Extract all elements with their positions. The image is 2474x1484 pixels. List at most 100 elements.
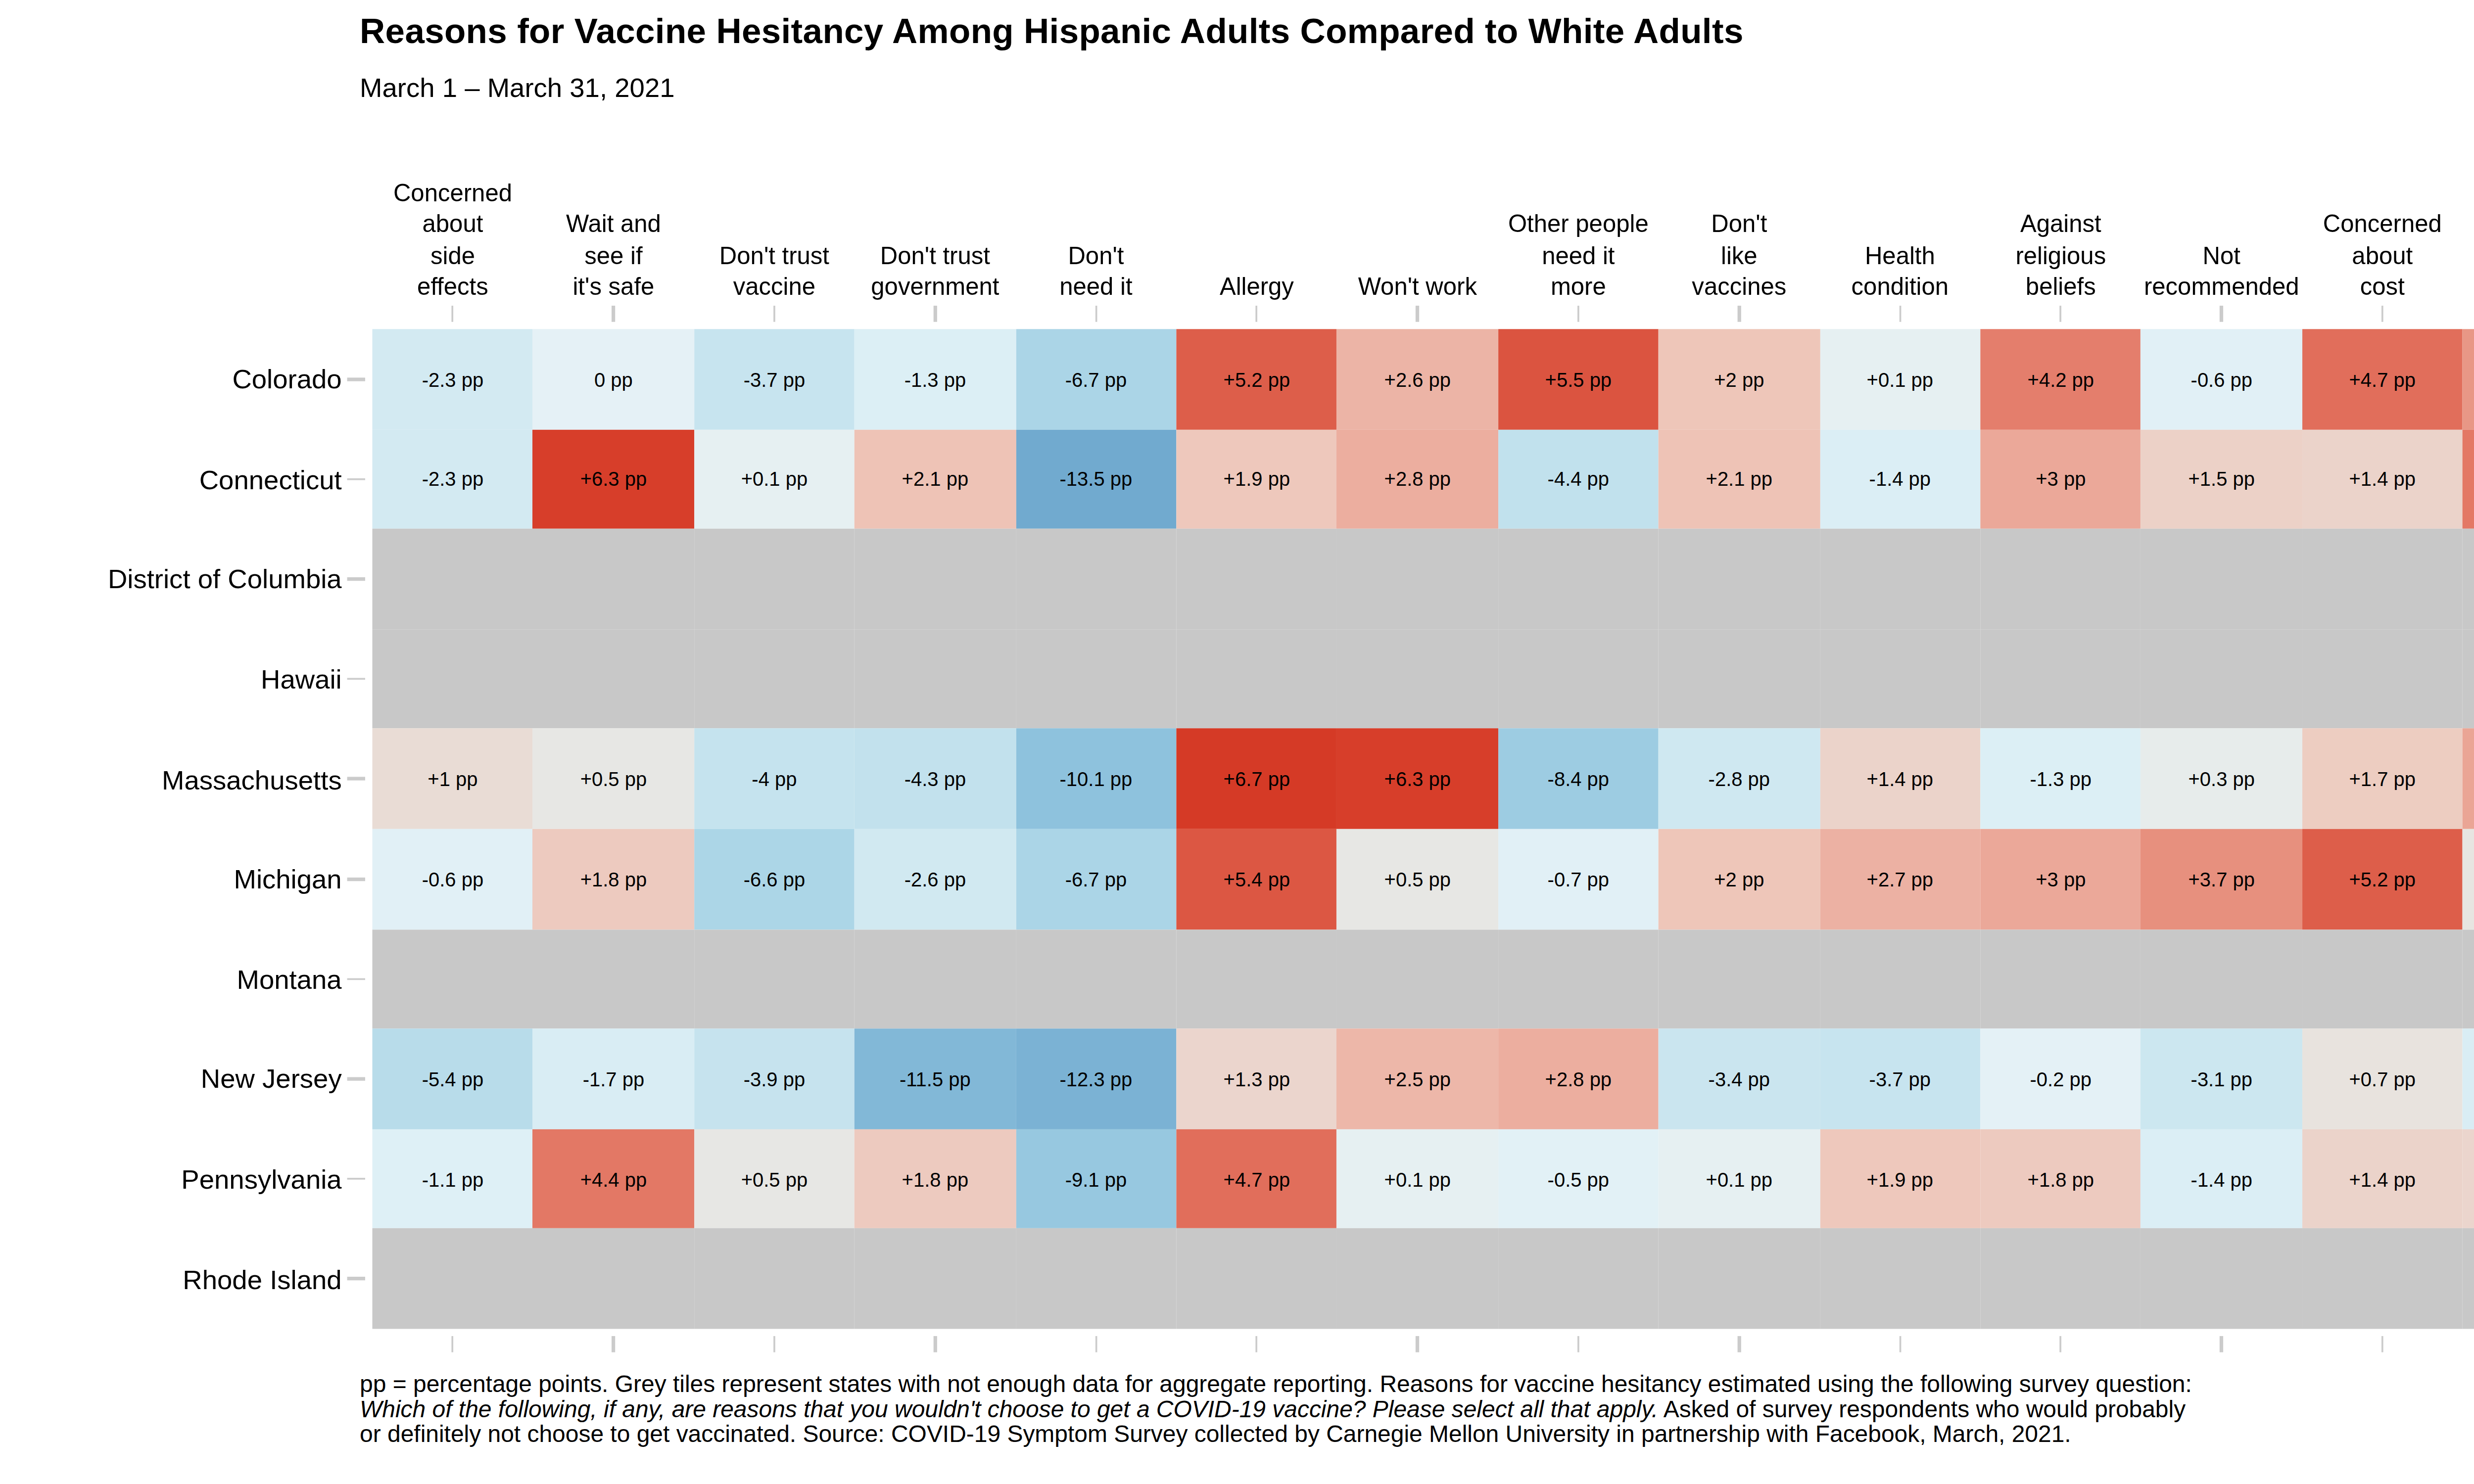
heatmap-cell-no-data: [855, 529, 1015, 629]
heatmap-cell: -3.1 pp: [2141, 1029, 2302, 1129]
axis-tick: [1577, 306, 1580, 322]
heatmap-cell-no-data: [855, 929, 1015, 1029]
axis-tick: [347, 377, 365, 380]
axis-tick: [773, 306, 776, 322]
heatmap-cell-no-data: [2302, 529, 2463, 629]
heatmap-cell: -3.4 pp: [1659, 1029, 1819, 1129]
heatmap-cell-no-data: [1980, 629, 2141, 729]
footnote-survey-question: Which of the following, if any, are reas…: [360, 1395, 1658, 1422]
heatmap-cell-no-data: [533, 529, 694, 629]
axis-tick: [451, 306, 454, 322]
heatmap-chart: Reasons for Vaccine Hesitancy Among Hisp…: [0, 0, 2474, 1484]
heatmap-cell-no-data: [1980, 529, 2141, 629]
heatmap-cell: +1.5 pp: [2141, 429, 2302, 529]
heatmap-cell-no-data: [2463, 629, 2474, 729]
heatmap-cell-no-data: [1659, 929, 1819, 1029]
heatmap-cell: +0.1 pp: [1337, 1129, 1498, 1229]
heatmap-cell-no-data: [533, 629, 694, 729]
heatmap-grid: -2.3 pp0 pp-3.7 pp-1.3 pp-6.7 pp+5.2 pp+…: [372, 329, 2474, 1329]
heatmap-cell: -6.6 pp: [694, 829, 855, 929]
row-label: District of Columbia: [0, 529, 342, 629]
heatmap-cell-no-data: [1498, 529, 1659, 629]
heatmap-cell: +6.3 pp: [533, 429, 694, 529]
heatmap-cell: +0.5 pp: [694, 1129, 855, 1229]
heatmap-cell: -2.6 pp: [855, 829, 1015, 929]
heatmap-cell-no-data: [1337, 529, 1498, 629]
axis-tick: [2059, 306, 2062, 322]
axis-tick: [347, 778, 365, 781]
footnote-line: pp = percentage points. Grey tiles repre…: [360, 1372, 2474, 1397]
heatmap-cell-no-data: [1819, 929, 1980, 1029]
heatmap-cell-no-data: [372, 629, 533, 729]
axis-tick: [1899, 1336, 1902, 1352]
heatmap-cell: -6.7 pp: [1015, 829, 1176, 929]
heatmap-cell: +1.4 pp: [2302, 1129, 2463, 1229]
heatmap-cell: +1.3 pp: [2463, 1129, 2474, 1229]
heatmap-cell: +6.3 pp: [1337, 729, 1498, 829]
axis-tick: [451, 1336, 454, 1352]
column-header: Against religious beliefs: [1980, 209, 2141, 308]
column-header: Wait and see if it's safe: [533, 209, 694, 308]
heatmap-cell: +1.8 pp: [855, 1129, 1015, 1229]
axis-tick: [1738, 306, 1741, 322]
heatmap-cell-no-data: [1498, 629, 1659, 729]
heatmap-cell-no-data: [1980, 1229, 2141, 1329]
heatmap-cell-no-data: [1659, 1229, 1819, 1329]
heatmap-cell-no-data: [1015, 1229, 1176, 1329]
chart-subtitle: March 1 – March 31, 2021: [360, 72, 675, 102]
heatmap-cell: -0.2 pp: [1980, 1029, 2141, 1129]
heatmap-cell-no-data: [372, 529, 533, 629]
heatmap-cell-no-data: [533, 929, 694, 1029]
column-header: Not recommended: [2141, 241, 2302, 308]
axis-tick: [347, 878, 365, 881]
heatmap-cell: -3.9 pp: [694, 1029, 855, 1129]
column-header: Pregnancy: [2463, 273, 2474, 308]
row-label: Montana: [0, 929, 342, 1029]
axis-tick: [347, 678, 365, 681]
heatmap-cell: +3 pp: [1980, 829, 2141, 929]
heatmap-cell-no-data: [1176, 629, 1337, 729]
heatmap-cell: -0.6 pp: [372, 829, 533, 929]
column-header: Concerned about side effects: [372, 178, 533, 307]
column-header: Don't trust vaccine: [694, 241, 855, 308]
heatmap-cell: -4.4 pp: [1498, 429, 1659, 529]
heatmap-cell-no-data: [694, 629, 855, 729]
heatmap-cell: -2.3 pp: [372, 429, 533, 529]
heatmap-cell-no-data: [1498, 1229, 1659, 1329]
axis-tick: [2059, 1336, 2062, 1352]
heatmap-cell-no-data: [1015, 929, 1176, 1029]
heatmap-cell-no-data: [1498, 929, 1659, 1029]
heatmap-cell: +0.1 pp: [1659, 1129, 1819, 1229]
heatmap-cell: -9.1 pp: [1015, 1129, 1176, 1229]
heatmap-cell: +2 pp: [1659, 829, 1819, 929]
heatmap-cell: +4.4 pp: [533, 1129, 694, 1229]
axis-tick: [934, 306, 937, 322]
axis-tick: [1738, 1336, 1741, 1352]
heatmap-cell-no-data: [2463, 529, 2474, 629]
heatmap-cell: +2.1 pp: [1659, 429, 1819, 529]
heatmap-cell: -12.3 pp: [1015, 1029, 1176, 1129]
heatmap-cell-no-data: [2141, 529, 2302, 629]
column-header: Health condition: [1819, 241, 1980, 308]
row-label: Pennsylvania: [0, 1129, 342, 1229]
heatmap-cell-no-data: [1337, 929, 1498, 1029]
heatmap-cell-no-data: [1659, 629, 1819, 729]
heatmap-cell: +5.4 pp: [1176, 829, 1337, 929]
axis-tick: [2381, 306, 2384, 322]
heatmap-cell: -2.3 pp: [372, 329, 533, 429]
heatmap-cell-no-data: [2463, 929, 2474, 1029]
column-header: Concerned about cost: [2302, 209, 2463, 308]
heatmap-cell: -1.4 pp: [2141, 1129, 2302, 1229]
footnote-text: Asked of survey respondents who would pr…: [1658, 1395, 2186, 1422]
heatmap-cell: -0.7 pp: [1498, 829, 1659, 929]
heatmap-cell-no-data: [372, 1229, 533, 1329]
column-header: Allergy: [1176, 273, 1337, 308]
axis-tick: [1094, 306, 1097, 322]
heatmap-cell: -6.7 pp: [1015, 329, 1176, 429]
heatmap-cell: +4.2 pp: [1980, 329, 2141, 429]
axis-tick: [934, 1336, 937, 1352]
heatmap-cell-no-data: [372, 929, 533, 1029]
heatmap-cell: +1.8 pp: [1980, 1129, 2141, 1229]
axis-tick: [1094, 1336, 1097, 1352]
heatmap-cell-no-data: [1980, 929, 2141, 1029]
